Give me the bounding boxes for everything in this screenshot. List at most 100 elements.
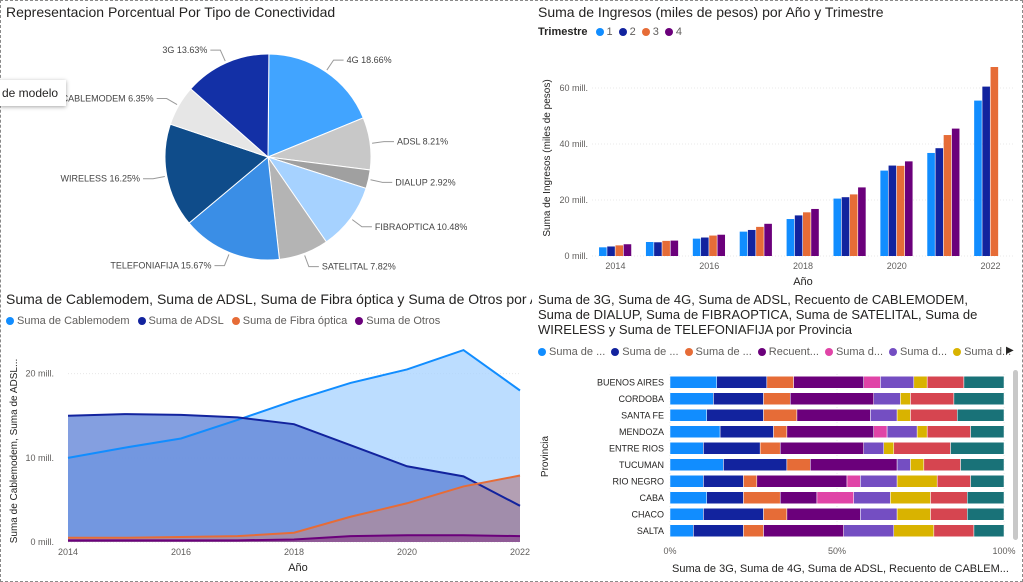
bar-legend-item[interactable]: 2 [618,26,636,38]
stacked-segment [970,425,1005,438]
pie-chart-panel[interactable]: Representacion Porcentual Por Tipo de Co… [4,2,514,282]
stacked-segment [669,508,704,521]
bar-legend-item[interactable]: 1 [595,26,613,38]
area-chart-panel[interactable]: Suma de Cablemodem, Suma de ADSL, Suma d… [4,288,532,578]
stacked-segment [883,442,895,455]
pie-leader-line [156,98,178,105]
area-legend-item[interactable]: Suma de Otros [355,315,440,327]
stacked-segment [716,376,768,389]
bar-2015-q3 [662,240,670,256]
area-legend-item[interactable]: Suma de ADSL [137,315,224,327]
stacked-legend-item[interactable]: Recuent... [757,346,819,358]
stacked-segment [953,392,1005,405]
legend-marker [641,28,650,36]
legend-next-arrow[interactable]: ▶ [1006,345,1014,356]
stacked-segment [810,458,898,471]
category-label: SANTA FE [621,410,664,420]
legend-label: Suma de ... [695,346,752,358]
legend-label: 4 [675,26,683,38]
stacked-segment [669,458,724,471]
y-tick-label: 20 mill. [25,369,54,379]
stacked-segment [669,442,704,455]
stacked-segment [763,524,844,537]
stacked-segment [926,425,971,438]
stacked-legend-item[interactable]: Suma d... [889,346,947,358]
stacked-segment [719,425,774,438]
x-tick-label: 0% [663,546,676,556]
bar-2020-q3 [896,165,905,256]
area-legend-item[interactable]: Suma de Fibra óptica [231,315,347,327]
stacked-segment [933,524,975,537]
category-label: MENDOZA [619,427,664,437]
income-bar-chart[interactable]: 0 mill. 20 mill. 40 mill. 60 mill. 2014 2016 2… [536,2,1020,287]
legend-marker [355,317,364,325]
legend-label: Suma d... [964,346,1012,358]
scrollbar[interactable] [1013,370,1018,540]
x-tick-label: 2016 [171,547,191,557]
y-axis-title: Suma de Ingresos (miles de pesos) [542,79,553,236]
pie-slice [188,156,280,261]
bar-2014-q3 [615,245,624,256]
bar-legend-title: Trimestre [538,26,588,38]
stacked-segment [910,409,958,422]
legend-label: Suma de ADSL [148,315,224,327]
x-tick-label: 2020 [397,547,417,557]
bar-2021-q4 [951,128,960,256]
stacked-segment [669,524,694,537]
stacked-segment [967,491,1005,504]
x-tick-label: 2018 [284,547,304,557]
stacked-segment [923,458,961,471]
stacked-segment [763,409,798,422]
pie-slice [164,123,270,224]
stacked-bar-panel[interactable]: Suma de 3G, Suma de 4G, Suma de ADSL, Re… [536,290,1020,578]
bar-2018-q3 [803,212,811,256]
stacked-legend-item[interactable]: Suma de ... [611,346,679,358]
stacked-segment [669,475,704,488]
tooltip: de modelo [0,80,67,106]
bar-legend-item[interactable]: 4 [664,26,683,38]
x-tick-label: 100% [992,546,1015,556]
stacked-segment [863,376,881,389]
stacked-segment [886,425,918,438]
bar-2019-q1 [833,198,842,256]
stacked-segment [863,442,885,455]
x-tick-label: 2022 [510,547,530,557]
stacked-segment [816,491,854,504]
legend-marker [6,317,14,325]
bar-2017-q4 [764,223,772,256]
income-bar-chart-panel[interactable]: Suma de Ingresos (miles de pesos) por Añ… [536,2,1020,287]
stacked-segment [916,425,928,438]
area-chart-title: Suma de Cablemodem, Suma de ADSL, Suma d… [6,291,532,307]
stacked-legend-item[interactable]: Suma de ... [684,346,752,358]
area-suma-de-fibra-ptica [68,475,520,542]
bar-2021-q3 [943,135,952,256]
y-tick-label: 60 mill. [559,83,588,93]
category-label: CHACO [631,509,664,519]
legend-label: Recuent... [768,346,819,358]
legend-marker [757,348,766,356]
bar-2015-q1 [645,242,654,256]
stacked-segment [766,376,794,389]
stacked-legend-item[interactable]: Suma de ... [538,346,605,358]
y-axis-title: Provincia [540,436,551,478]
area-legend-item[interactable]: Suma de Cablemodem [6,315,130,327]
area-chart[interactable]: 0 mill. 10 mill. 20 mill. 2014 2016 2018 2020 2… [4,288,532,578]
legend-label: Suma de ... [622,346,679,358]
line-suma-de-otros [68,534,521,542]
legend-label: Suma de Cablemodem [17,315,130,327]
stacked-legend-item[interactable]: Suma d... [953,346,1011,358]
bar-2016-q1 [692,238,701,256]
bar-legend-item[interactable]: 3 [641,26,659,38]
stacked-bar-chart[interactable]: 0% 50% 100% BUENOS AIRES CORDOBA SANTA FE MEND… [536,290,1020,578]
pie-chart[interactable]: 4G 18.66% ADSL 8.21% DIALUP 2.92% FIBRAOPTI… [4,2,514,280]
x-axis-title: Suma de 3G, Suma de 4G, Suma de ADSL, Re… [672,563,1009,575]
y-tick-label: 10 mill. [25,453,54,463]
stacked-segment [930,491,968,504]
stacked-legend-item[interactable]: Suma d... [824,346,883,358]
x-tick-label: 2018 [793,261,813,271]
x-axis-title: Año [288,562,308,574]
x-tick-label: 2020 [887,261,907,271]
legend-marker [538,348,546,356]
legend-marker [231,317,240,325]
stacked-segment [926,376,965,389]
